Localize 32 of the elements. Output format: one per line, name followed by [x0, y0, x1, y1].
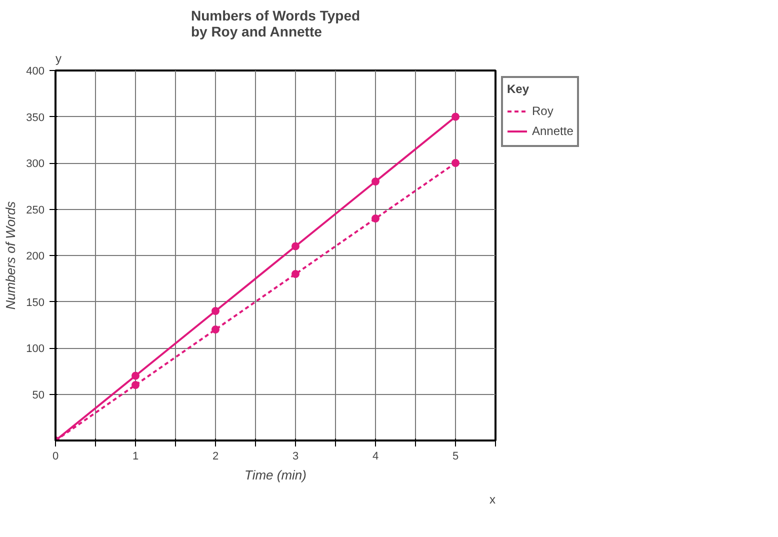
point: [212, 307, 220, 315]
point: [292, 270, 300, 278]
y-tick-label: 400: [26, 66, 45, 78]
legend-title: Key: [507, 82, 530, 96]
x-tick-label: 4: [372, 450, 379, 462]
point: [452, 112, 460, 121]
text: y: [56, 52, 62, 66]
point: [132, 372, 140, 380]
x-tick-label: 0: [52, 450, 59, 462]
x-axis-title: Time (min): [244, 468, 307, 482]
point: [292, 242, 300, 250]
legend-label: Annette: [532, 124, 574, 138]
y-tick-label: 100: [26, 343, 45, 355]
y-tick-label: 50: [32, 389, 45, 402]
point: [212, 326, 220, 334]
point: [132, 381, 140, 389]
x-tick-label: 3: [292, 450, 299, 462]
y-tick-label: 250: [26, 204, 45, 216]
legend-label: Roy: [532, 104, 554, 118]
chart-title: Numbers of Words Typed by Roy and Annette: [190, 8, 360, 40]
y-tick-label: 150: [26, 296, 45, 309]
text: x: [490, 492, 496, 506]
point: [372, 178, 380, 186]
y-tick-label: 300: [26, 158, 45, 170]
y-tick-label: 200: [26, 250, 45, 262]
y-tick-label: 350: [26, 112, 45, 124]
x-tick-label: 5: [452, 450, 459, 462]
point: [372, 214, 380, 222]
x-tick-label: 2: [212, 450, 219, 462]
x-tick-label: 1: [132, 450, 139, 462]
point: [452, 159, 460, 167]
y-axis-title: Numbers of Words: [3, 200, 18, 310]
